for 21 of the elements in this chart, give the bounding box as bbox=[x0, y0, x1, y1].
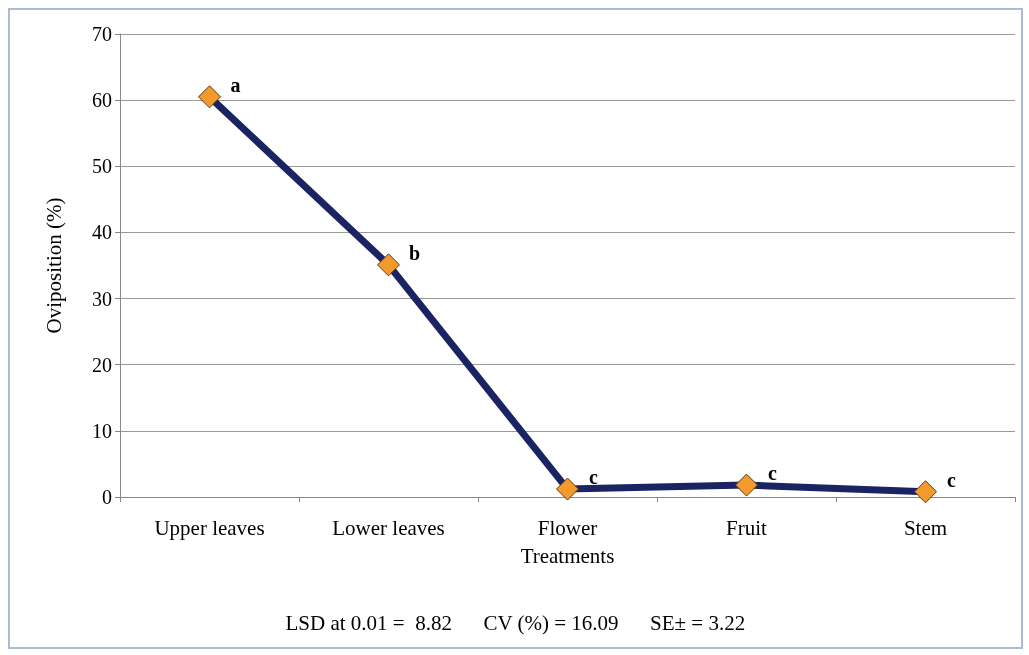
text: LSD at 0.01 = 8.82 CV (%) = 16.09 SE± = 3.22 bbox=[285, 610, 746, 635]
x-tick-label: Upper leaves bbox=[154, 515, 265, 540]
annotation: a bbox=[230, 73, 241, 96]
annotation: c bbox=[947, 468, 957, 491]
y-tick-label: 10 bbox=[92, 419, 112, 442]
x-tick-label: Flower bbox=[537, 515, 598, 540]
x-axis-title: Treatments bbox=[520, 543, 615, 568]
x-tick-label: Lower leaves bbox=[332, 515, 445, 540]
y-tick-label: 70 bbox=[92, 23, 112, 45]
y-tick-label: 60 bbox=[92, 89, 112, 112]
y-tick-label: 0 bbox=[102, 486, 112, 508]
y-axis-title: Oviposition (%) bbox=[41, 197, 66, 334]
y-tick-label: 50 bbox=[92, 155, 112, 178]
x-tick-label: Stem bbox=[903, 515, 948, 540]
y-tick-label: 20 bbox=[92, 353, 112, 376]
y-tick-label: 30 bbox=[92, 287, 112, 310]
y-tick-label: 40 bbox=[92, 221, 112, 244]
annotation: b bbox=[408, 241, 421, 264]
x-tick-label: Fruit bbox=[726, 515, 768, 540]
annotation: c bbox=[589, 466, 599, 489]
annotation: c bbox=[768, 462, 778, 485]
